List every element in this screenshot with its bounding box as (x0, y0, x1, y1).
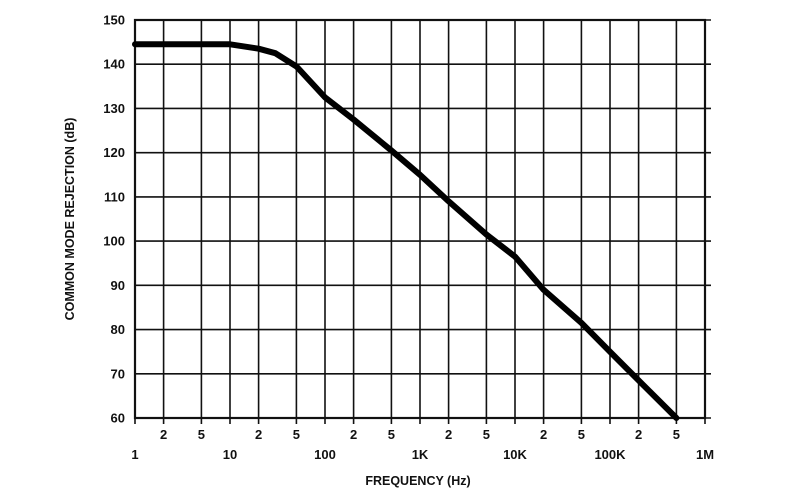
x-tick-label-minor: 5 (483, 427, 490, 442)
y-tick-label: 80 (111, 322, 125, 337)
x-tick-label-minor: 2 (635, 427, 642, 442)
x-tick-label-minor: 2 (160, 427, 167, 442)
x-tick-label-minor: 2 (540, 427, 547, 442)
x-tick-label-major: 1K (412, 447, 429, 462)
x-tick-label-major: 1 (131, 447, 138, 462)
x-tick-label-major: 10 (223, 447, 237, 462)
data-point (446, 199, 451, 204)
data-point (513, 254, 518, 259)
data-point (323, 95, 328, 100)
x-tick-label-minor: 2 (445, 427, 452, 442)
data-point (273, 51, 278, 56)
x-tick-label-major: 1M (696, 447, 714, 462)
y-tick-label: 130 (103, 101, 125, 116)
x-tick-label-minor: 2 (255, 427, 262, 442)
x-tick-labels: 1 10 100 1K 10K 100K 1M 2 5 2 5 2 5 2 5 2 5 2 5 (131, 427, 714, 462)
y-tick-label: 60 (111, 411, 125, 426)
data-point (484, 232, 489, 237)
data-point (636, 378, 641, 383)
y-tick-labels: 60 70 80 90 100 110 120 130 140 150 (103, 13, 125, 426)
y-tick-label: 110 (104, 189, 125, 204)
data-point (418, 172, 423, 177)
series-line (132, 41, 680, 421)
data-point (294, 64, 299, 69)
data-point (256, 46, 261, 51)
data-point (579, 320, 584, 325)
grid (134, 19, 711, 424)
x-axis-title: FREQUENCY (Hz) (365, 474, 470, 488)
y-tick-label: 140 (103, 57, 125, 72)
data-point (133, 42, 138, 47)
data-point (199, 42, 204, 47)
data-point (389, 148, 394, 153)
x-tick-label-minor: 5 (388, 427, 395, 442)
x-tick-label-minor: 2 (350, 427, 357, 442)
data-point (228, 42, 233, 47)
y-tick-label: 150 (103, 13, 125, 28)
x-tick-label-minor: 5 (198, 427, 205, 442)
x-tick-label-minor: 5 (293, 427, 300, 442)
x-tick-label-major: 10K (503, 447, 527, 462)
x-tick-label-minor: 5 (673, 427, 680, 442)
plot-frame (133, 18, 707, 420)
y-tick-label: 120 (103, 145, 125, 160)
data-point (541, 287, 546, 292)
data-point (161, 42, 166, 47)
data-point (351, 117, 356, 122)
y-tick-label: 100 (103, 234, 125, 249)
series-points (133, 42, 679, 421)
x-tick-label-minor: 5 (578, 427, 585, 442)
x-tick-label-major: 100 (314, 447, 336, 462)
data-point (674, 416, 679, 421)
y-tick-label: 70 (111, 366, 125, 381)
y-axis-title: COMMON MODE REJECTION (dB) (63, 118, 77, 321)
data-point (608, 349, 613, 354)
y-tick-label: 90 (111, 278, 125, 293)
x-tick-label-major: 100K (594, 447, 626, 462)
